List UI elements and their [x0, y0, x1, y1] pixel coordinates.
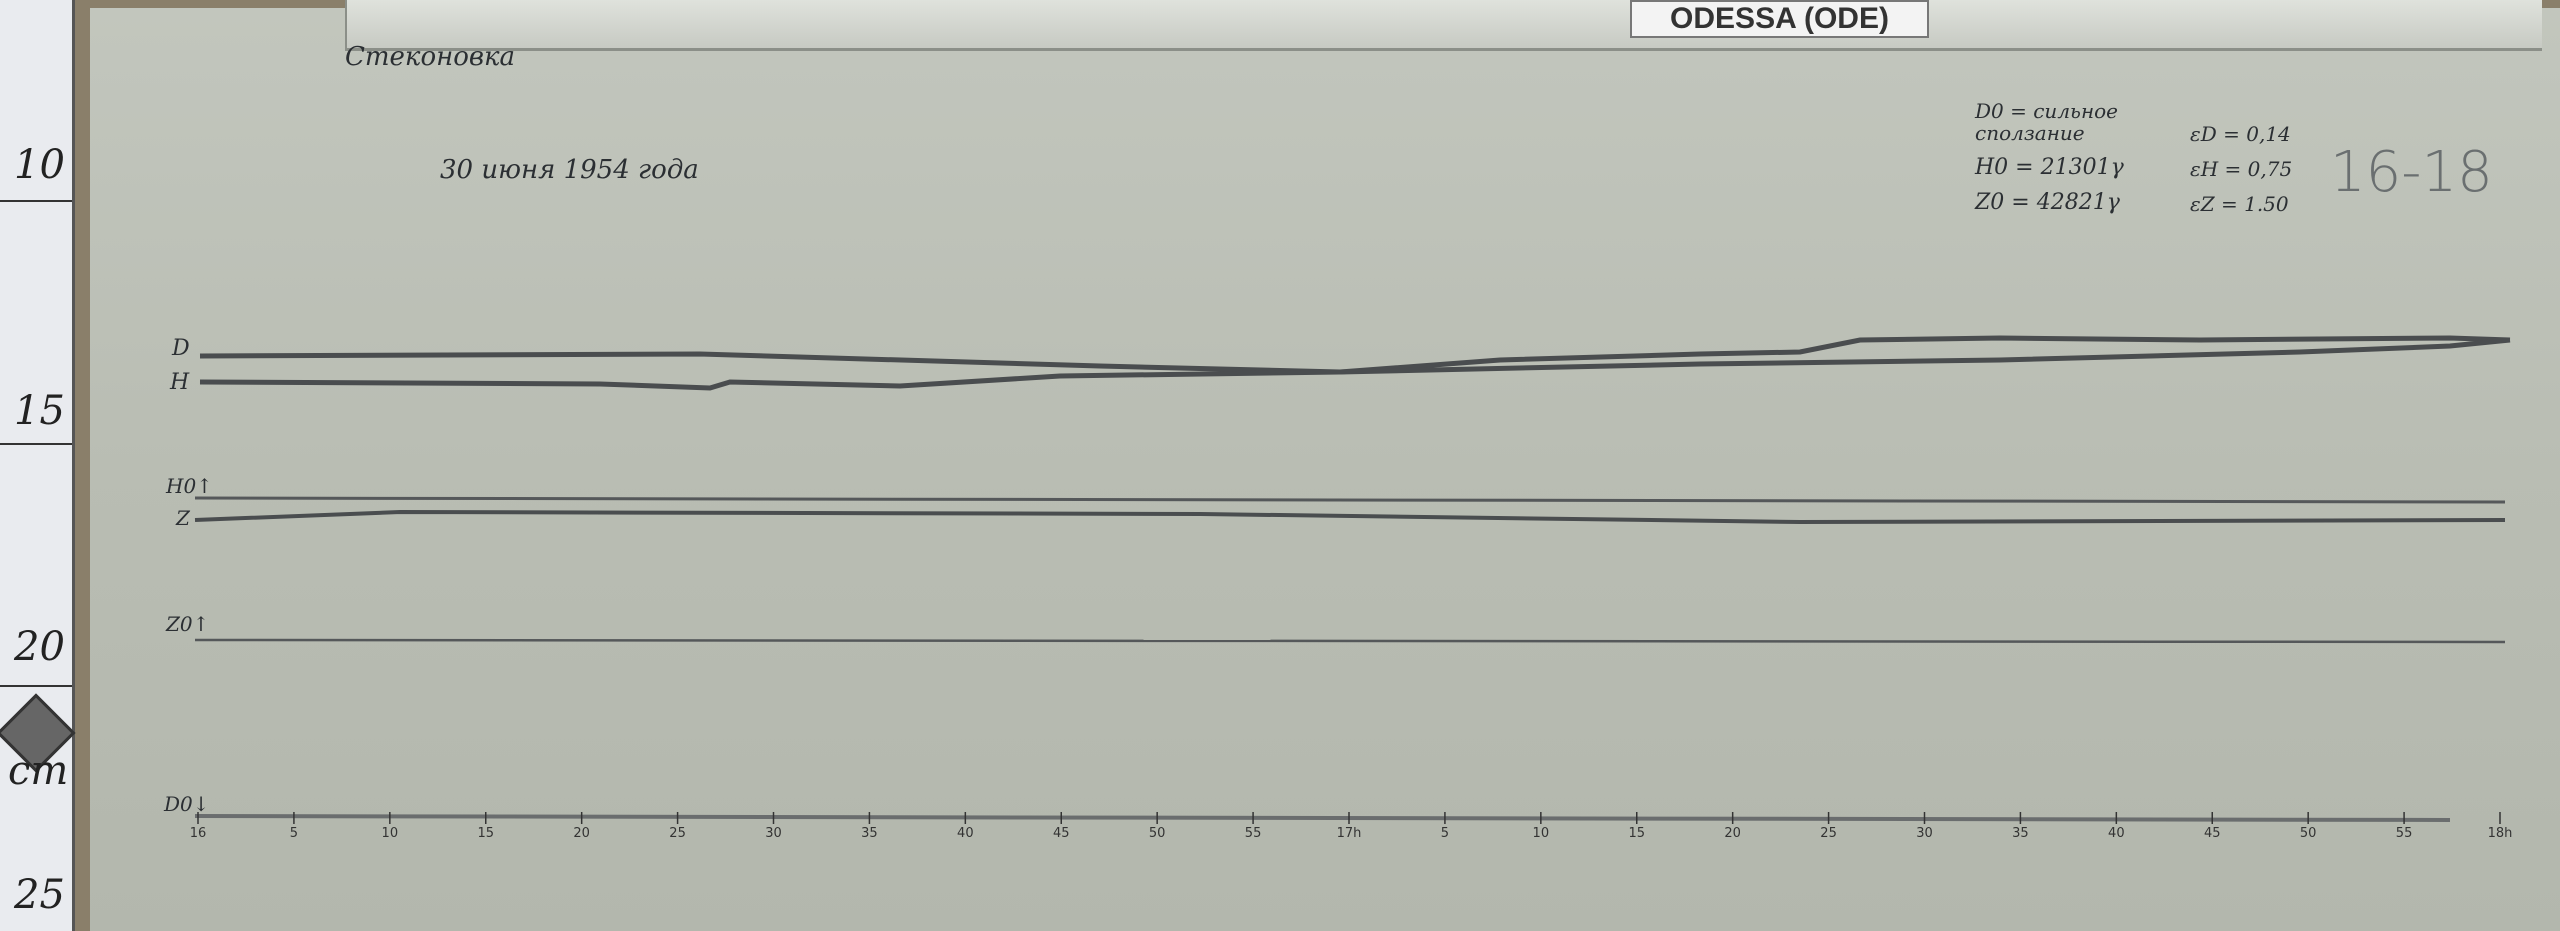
param-d0: D0 = сильное сползание	[1975, 99, 2118, 145]
ruler-mark	[0, 443, 72, 445]
trace-label-z0: Z0↑	[166, 612, 210, 636]
magnetogram-paper	[90, 8, 2560, 931]
time-tick-label: 35	[861, 826, 878, 841]
trace-d	[199, 335, 2511, 375]
time-tick-label: 25	[669, 826, 686, 841]
plastic-sleeve-strip	[345, 0, 2542, 51]
time-tick-label: 55	[1244, 826, 1262, 841]
ruler-unit-label: cm	[8, 748, 69, 794]
baseline-z0	[194, 638, 2506, 644]
param-ed: εD = 0,14	[2190, 122, 2291, 146]
time-tick-label: 55	[2395, 826, 2413, 841]
time-tick-label: 25	[1820, 826, 1837, 841]
time-tick-label: 10	[381, 826, 399, 841]
ruler-mark	[0, 685, 72, 687]
time-tick-label: 50	[1148, 826, 1166, 841]
time-tick-label: 45	[2203, 826, 2221, 841]
ruler-label-25: 25	[14, 872, 65, 918]
time-tick-label: 45	[1052, 826, 1070, 841]
time-tick-label: 35	[2012, 826, 2029, 841]
time-tick-label: 5	[289, 826, 299, 841]
trace-label-d0: D0↓	[164, 792, 210, 816]
trace-label-h0: H0↑	[166, 474, 213, 498]
param-eh: εH = 0,75	[2190, 157, 2293, 181]
baseline-d0	[194, 814, 2451, 822]
time-tick-label: 20	[1724, 826, 1741, 841]
time-tick-label: 5	[1440, 826, 1450, 841]
record-date: 30 июня 1954 года	[440, 155, 699, 185]
trace-label-z: Z	[176, 506, 190, 530]
time-tick-label: 30	[765, 826, 782, 841]
trace-h	[199, 337, 2511, 391]
time-tick-label: 15	[1628, 826, 1646, 841]
station-label: ODESSA (ODE)	[1630, 0, 1929, 38]
time-tick-label: 50	[2299, 826, 2317, 841]
measuring-ruler: 10 15 20 cm 25	[0, 0, 76, 931]
time-tick-label: 40	[2108, 826, 2125, 841]
trace-label-h: H	[170, 370, 190, 395]
time-tick-label: 10	[1532, 826, 1550, 841]
ruler-label-15: 15	[14, 388, 65, 434]
trace-z	[194, 509, 2506, 525]
param-ez: εZ = 1.50	[2190, 192, 2289, 216]
hours-range: 16-18	[2330, 140, 2493, 205]
ruler-label-10: 10	[14, 142, 65, 188]
param-h0: H0 = 21301γ	[1975, 155, 2124, 180]
time-tick-label: 16	[189, 826, 207, 841]
baseline-h0	[194, 496, 2506, 504]
time-tick-label: 17h	[1336, 826, 1362, 841]
trace-label-d: D	[172, 336, 190, 361]
time-tick-label: 15	[477, 826, 495, 841]
ruler-label-20: 20	[14, 624, 65, 670]
station-name: Стеконовка	[345, 42, 516, 72]
time-tick-label: 20	[573, 826, 590, 841]
time-tick-label: 30	[1916, 826, 1933, 841]
time-tick-label: 18h	[2487, 826, 2513, 841]
time-tick-label: 40	[957, 826, 974, 841]
ruler-mark	[0, 200, 72, 202]
param-z0: Z0 = 42821γ	[1975, 190, 2120, 215]
